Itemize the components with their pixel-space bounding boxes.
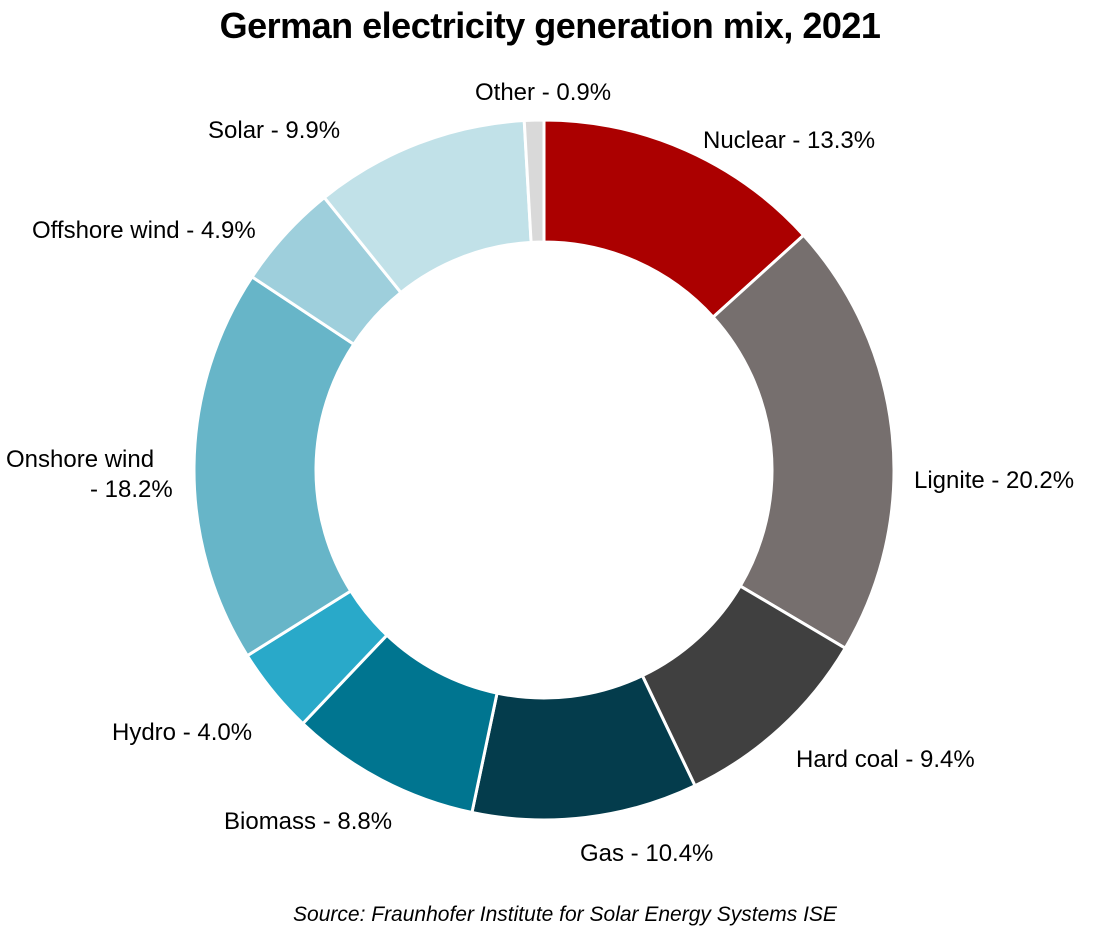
- label-onshore-wind-line: - 18.2%: [90, 476, 173, 503]
- slice-onshore-wind: [192, 275, 356, 658]
- label-solar: Solar - 9.9%: [208, 117, 340, 144]
- label-lignite: Lignite - 20.2%: [914, 467, 1074, 494]
- label-hydro: Hydro - 4.0%: [112, 719, 252, 746]
- label-offshore-wind: Offshore wind - 4.9%: [32, 217, 256, 244]
- label-hard-coal: Hard coal - 9.4%: [796, 746, 975, 773]
- slice-labels: Nuclear - 13.3% Lignite - 20.2% Hard coal …: [6, 79, 1074, 867]
- label-onshore-wind-line: Onshore wind: [6, 446, 154, 473]
- chart-source: Source: Fraunhofer Institute for Solar E…: [293, 903, 837, 926]
- label-biomass: Biomass - 8.8%: [224, 808, 392, 835]
- label-nuclear: Nuclear - 13.3%: [703, 127, 875, 154]
- chart-title: German electricity generation mix, 2021: [219, 5, 881, 46]
- label-onshore-wind: Onshore wind - 18.2%: [6, 446, 173, 503]
- donut-slices: [192, 118, 896, 822]
- slice-lignite: [711, 233, 896, 650]
- slice-other: [522, 118, 546, 244]
- label-other: Other - 0.9%: [475, 79, 611, 106]
- label-gas: Gas - 10.4%: [580, 840, 713, 867]
